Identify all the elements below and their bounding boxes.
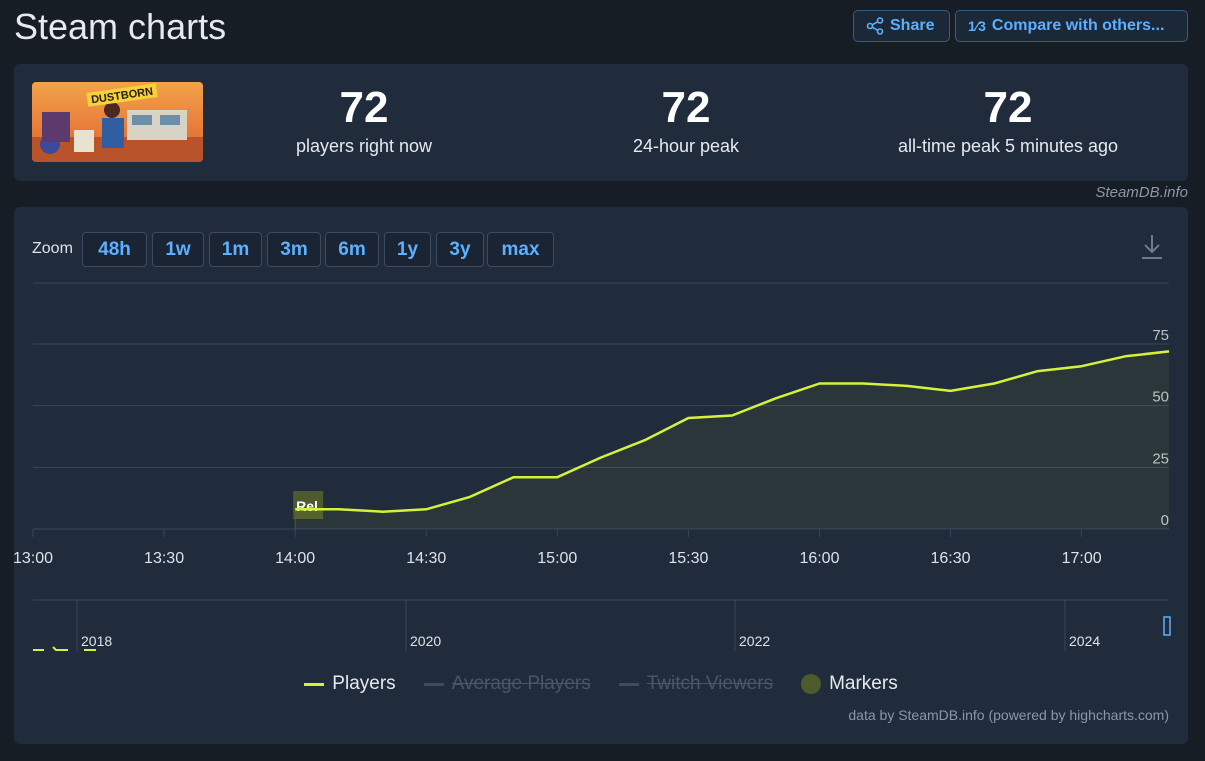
- navigator-year-label: 2022: [739, 633, 770, 649]
- legend-label: Average Players: [451, 673, 591, 694]
- stat-value: 72: [661, 83, 711, 132]
- share-label: Share: [890, 17, 935, 34]
- steamdb-credit[interactable]: SteamDB.info: [1095, 184, 1188, 201]
- highcharts-credit[interactable]: data by SteamDB.info (powered by highcha…: [848, 707, 1169, 723]
- navigator-series: [33, 646, 96, 651]
- x-tick-label: 13:00: [14, 550, 53, 567]
- share-button[interactable]: Share: [853, 10, 950, 42]
- stat-players-now: 72 players right now: [214, 84, 514, 157]
- legend-swatch: [618, 682, 639, 686]
- page-title: Steam charts: [14, 6, 227, 47]
- series-line: [295, 350, 1170, 513]
- legend-swatch: [423, 682, 444, 686]
- game-thumbnail[interactable]: DUSTBORN: [32, 82, 203, 162]
- navigator-handle[interactable]: [1163, 616, 1171, 636]
- legend-label: Twitch Viewers: [646, 673, 774, 694]
- download-icon[interactable]: [1140, 232, 1164, 262]
- y-tick-label: 0: [1161, 512, 1169, 529]
- compare-icon: 1⁄3: [968, 18, 986, 34]
- stat-label: players right now: [295, 136, 433, 156]
- stats-panel: DUSTBORN 72 players right now 72 24-hour…: [14, 64, 1188, 181]
- legend-players[interactable]: Players: [304, 673, 396, 695]
- stat-value: 72: [339, 83, 389, 132]
- zoom-1w-button[interactable]: 1w: [152, 232, 204, 267]
- legend-twitch-viewers[interactable]: Twitch Viewers: [618, 673, 774, 695]
- x-tick-label: 13:30: [144, 550, 184, 567]
- stat-all-time-peak: 72 all-time peak 5 minutes ago: [858, 84, 1158, 157]
- legend-average-players[interactable]: Average Players: [423, 673, 591, 695]
- stat-label: all-time peak 5 minutes ago: [897, 136, 1119, 156]
- stat-value: 72: [983, 83, 1033, 132]
- zoom-3y-button[interactable]: 3y: [436, 232, 484, 267]
- x-tick-label: 14:00: [275, 550, 315, 567]
- navigator-year-label: 2018: [81, 633, 112, 649]
- zoom-1m-button[interactable]: 1m: [209, 232, 262, 267]
- player-chart[interactable]: 0 25 50 75 13:00 13:30 14:00 14:30 15:00 15:30 16:…: [14, 207, 1188, 667]
- x-tick-label: 16:30: [931, 550, 971, 567]
- navigator-year-label: 2024: [1069, 633, 1100, 649]
- zoom-6m-button[interactable]: 6m: [325, 232, 379, 267]
- legend-swatch: [801, 674, 822, 694]
- legend-swatch: [304, 682, 325, 686]
- y-tick-label: 50: [1152, 389, 1169, 406]
- y-tick-label: 25: [1152, 450, 1169, 467]
- compare-button[interactable]: 1⁄3 Compare with others...: [955, 10, 1188, 42]
- zoom-max-button[interactable]: max: [487, 232, 554, 267]
- zoom-1y-button[interactable]: 1y: [384, 232, 431, 267]
- series-area: [295, 351, 1169, 529]
- zoom-3m-button[interactable]: 3m: [267, 232, 321, 267]
- marker-box: [293, 491, 324, 519]
- x-tick-label: 15:00: [537, 550, 577, 567]
- navigator-year-label: 2020: [410, 633, 441, 649]
- chart-panel: Zoom 48h 1w 1m 3m 6m 1y 3y max 0 25 50 75 13…: [14, 207, 1188, 744]
- chart-legend: Players Average Players Twitch Viewers M…: [14, 673, 1188, 695]
- x-tick-label: 16:00: [799, 550, 839, 567]
- x-tick-label: 17:00: [1062, 550, 1102, 567]
- legend-markers[interactable]: Markers: [801, 673, 898, 695]
- legend-label: Players: [332, 673, 396, 694]
- share-icon: [866, 17, 884, 35]
- stat-label: 24-hour peak: [632, 136, 740, 156]
- y-tick-label: 75: [1152, 327, 1169, 344]
- stat-24h-peak: 72 24-hour peak: [536, 84, 836, 157]
- compare-label: Compare with others...: [991, 17, 1165, 34]
- zoom-48h-button[interactable]: 48h: [82, 232, 147, 267]
- zoom-label: Zoom: [32, 240, 73, 257]
- legend-label: Markers: [829, 673, 898, 694]
- x-tick-label: 14:30: [406, 550, 446, 567]
- x-tick-label: 15:30: [668, 550, 708, 567]
